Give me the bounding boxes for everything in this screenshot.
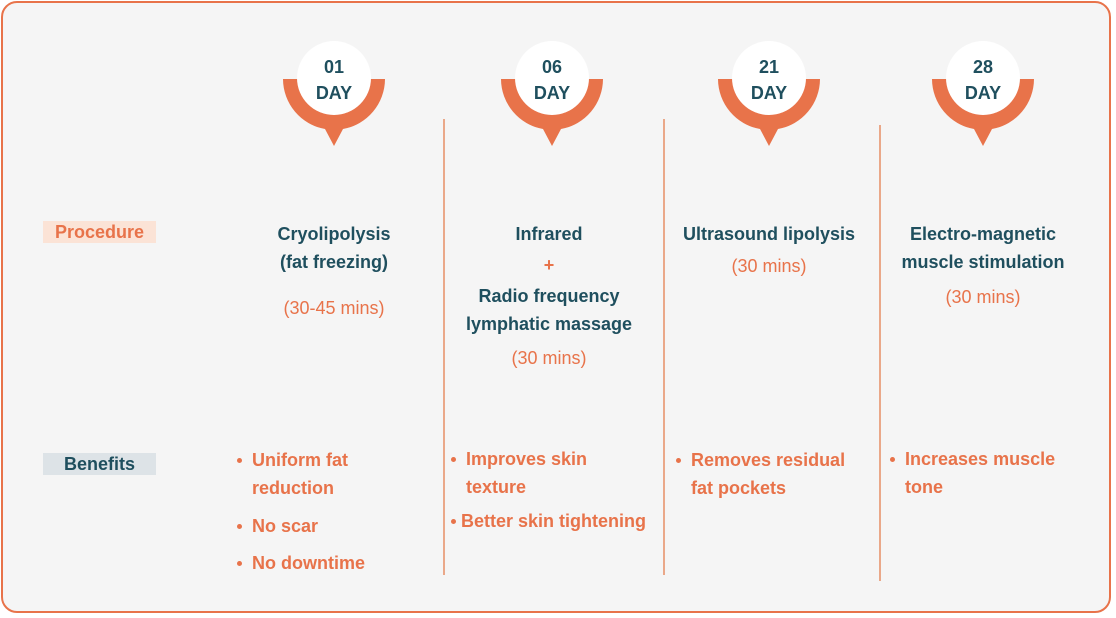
benefit-item: Better skin tightening [451,507,666,535]
procedure-name: (fat freezing) [280,252,388,272]
column-divider [879,125,881,581]
procedure-name: Ultrasound lipolysis [682,224,856,244]
location-pin-icon [501,41,603,146]
procedure-name: Cryolipolysis [277,224,391,244]
benefit-item: Removes residual fat pockets [676,446,866,502]
benefit-item: Improves skin texture [451,445,616,501]
day-label: DAY [533,83,571,103]
benefits-list: Uniform fat reduction No scar No downtim… [237,446,387,577]
procedure-name: Radio frequency lymphatic massage [465,286,633,334]
benefit-item: No downtime [237,549,387,577]
column-divider [663,119,665,575]
day-label: DAY [750,83,788,103]
plus-sign: + [543,255,555,275]
benefit-item: No scar [237,512,387,540]
procedure-cell: Infrared + Radio frequency lymphatic mas… [444,220,654,372]
procedure-duration: (30 mins) [731,256,807,276]
benefits-list: Improves skin texture Better skin tighte… [451,445,666,535]
column-divider [443,119,445,575]
benefit-item: Increases muscle tone [890,445,1080,501]
day-badge: 21 DAY [714,37,824,147]
procedure-name: Infrared [515,224,583,244]
benefits-list: Increases muscle tone [890,445,1080,501]
location-pin-icon [283,41,385,146]
location-pin-icon [932,41,1034,146]
benefits-row-label: Benefits [43,453,156,475]
day-number: 06 [541,57,563,77]
procedure-row-label: Procedure [43,221,156,243]
day-number: 01 [323,57,345,77]
procedure-cell: Cryolipolysis (fat freezing) (30-45 mins… [229,220,439,322]
day-badge: 06 DAY [497,37,607,147]
procedure-duration: (30 mins) [945,287,1021,307]
procedure-duration: (30 mins) [511,348,587,368]
procedure-name: Electro-magnetic muscle stimulation [901,224,1065,272]
location-pin-icon [718,41,820,146]
benefits-list: Removes residual fat pockets [676,446,866,502]
day-number: 28 [972,57,994,77]
day-label: DAY [315,83,353,103]
day-badge: 01 DAY [279,37,389,147]
day-label: DAY [964,83,1002,103]
procedure-duration: (30-45 mins) [283,298,385,318]
procedure-cell: Electro-magnetic muscle stimulation (30 … [878,220,1088,311]
procedure-cell: Ultrasound lipolysis (30 mins) [664,220,874,280]
day-number: 21 [758,57,780,77]
day-badge: 28 DAY [928,37,1038,147]
benefit-item: Uniform fat reduction [237,446,387,502]
